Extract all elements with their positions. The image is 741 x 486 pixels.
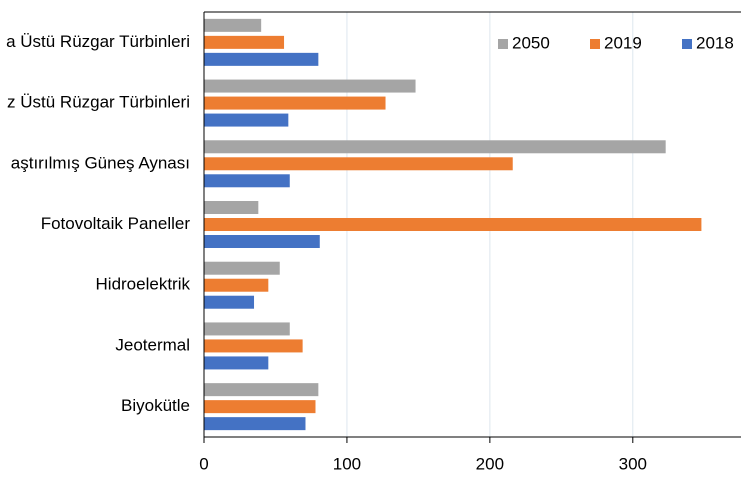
bar xyxy=(204,140,666,154)
bar xyxy=(204,400,316,414)
bar xyxy=(204,52,319,66)
x-tick-label: 0 xyxy=(199,454,208,473)
bar xyxy=(204,218,702,231)
bar xyxy=(204,417,306,431)
bar xyxy=(204,383,319,397)
bar xyxy=(204,96,386,110)
bar xyxy=(204,356,269,370)
bar xyxy=(204,113,289,127)
legend-label: 2019 xyxy=(604,33,642,52)
bar xyxy=(204,201,259,214)
y-tick-label: Fotovoltaik Paneller xyxy=(41,214,191,233)
legend-swatch xyxy=(682,39,692,49)
bar xyxy=(204,295,255,309)
legend-label: 2018 xyxy=(696,33,734,52)
x-tick-label: 200 xyxy=(476,454,504,473)
bar xyxy=(204,174,290,188)
bar xyxy=(204,79,416,93)
bar xyxy=(204,35,285,49)
x-tick-label: 100 xyxy=(333,454,361,473)
legend-label: 2050 xyxy=(512,33,550,52)
y-tick-label: Jeotermal xyxy=(115,335,190,354)
y-tick-label: Hidroelektrik xyxy=(96,275,191,294)
y-tick-label: a Üstü Rüzgar Türbinleri xyxy=(6,32,190,51)
legend-swatch xyxy=(590,39,600,49)
legend-swatch xyxy=(498,39,508,49)
x-tick-label: 300 xyxy=(619,454,647,473)
bar xyxy=(204,157,513,171)
bar xyxy=(204,322,290,336)
y-tick-label: z Üstü Rüzgar Türbinleri xyxy=(7,93,190,112)
bar xyxy=(204,339,303,353)
bar xyxy=(204,261,280,275)
y-tick-label: aştırılmış Güneş Aynası xyxy=(11,153,190,172)
bar xyxy=(204,18,262,32)
y-tick-label: Biyokütle xyxy=(121,396,190,415)
bar xyxy=(204,235,320,248)
bar xyxy=(204,278,269,292)
